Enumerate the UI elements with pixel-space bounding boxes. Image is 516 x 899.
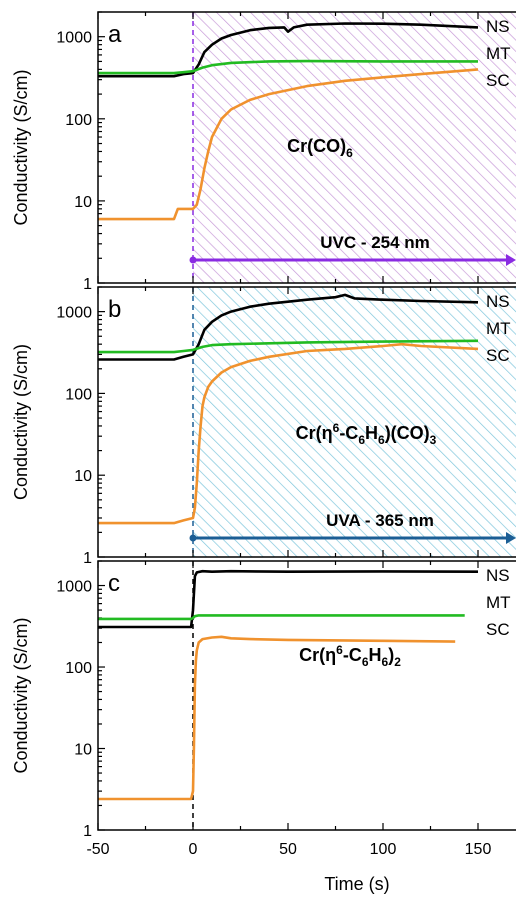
arrow-head <box>506 532 516 544</box>
series-line-SC-a <box>98 68 479 221</box>
series-line-MT-b <box>98 339 479 354</box>
arrow-start-dot <box>189 534 197 542</box>
illumination-label: UVA - 365 nm <box>326 511 434 530</box>
y-tick-label: 1000 <box>56 30 92 47</box>
x-tick-label: 50 <box>279 841 297 858</box>
compound-label: Cr(CO)6 <box>287 136 353 160</box>
y-tick-label: 1 <box>83 276 92 293</box>
axes-frame-b <box>97 286 516 558</box>
series-line-NS-b <box>98 293 479 361</box>
legend-entry-MT: MT <box>486 593 511 612</box>
x-tick-label: 0 <box>189 841 198 858</box>
series-line-MT-c <box>98 614 465 621</box>
legend-entry-SC: SC <box>486 620 510 639</box>
y-axis-title: Conductivity (S/cm) <box>11 617 31 773</box>
x-tick-label: 100 <box>370 841 397 858</box>
legend-entry-NS: NS <box>486 17 510 36</box>
arrow-start-dot <box>189 256 197 264</box>
illumination-region-b <box>193 287 516 557</box>
panel-letter: c <box>108 570 120 597</box>
legend-entry-MT: MT <box>486 319 511 338</box>
compound-label: Cr(η6-C6H6)(CO)3 <box>296 421 437 447</box>
legend-entry-NS: NS <box>486 566 510 585</box>
illumination-region-a <box>193 12 516 283</box>
axes-frame-c <box>97 560 516 831</box>
series-line-SC-c <box>98 635 456 801</box>
series-line-NS-a <box>98 22 479 78</box>
legend-entry-NS: NS <box>486 292 510 311</box>
y-tick-label: 1 <box>83 550 92 567</box>
y-tick-label: 10 <box>74 742 92 759</box>
y-tick-label: 1000 <box>56 305 92 322</box>
legend-entry-SC: SC <box>486 71 510 90</box>
panel-letter: a <box>108 21 122 48</box>
y-tick-label: 1000 <box>56 579 92 596</box>
y-axis-title: Conductivity (S/cm) <box>11 344 31 500</box>
arrow-head <box>506 254 516 266</box>
y-axis-title: Conductivity (S/cm) <box>11 69 31 225</box>
compound-label: Cr(η6-C6H6)2 <box>299 643 401 669</box>
x-tick-label: 150 <box>465 841 492 858</box>
y-tick-label: 100 <box>65 112 92 129</box>
y-tick-label: 100 <box>65 660 92 677</box>
series-line-NS-c <box>98 569 479 629</box>
series-line-SC-b <box>98 342 479 525</box>
y-tick-label: 10 <box>74 468 92 485</box>
panel-b: 1 10 100 1000 b NS MT SC Conductivity (S/cm) Cr(η… <box>11 286 516 567</box>
legend-entry-SC: SC <box>486 346 510 365</box>
illumination-label: UVC - 254 nm <box>320 233 430 252</box>
legend-entry-MT: MT <box>486 44 511 63</box>
y-tick-label: 10 <box>74 194 92 211</box>
panel-a: 1 10 100 1000 a NS MT SC Conductivity (S/cm) Cr(C… <box>11 11 516 293</box>
x-tick-label: -50 <box>86 841 109 858</box>
y-tick-label: 100 <box>65 386 92 403</box>
series-line-MT-a <box>98 59 478 75</box>
panel-letter: b <box>108 296 121 323</box>
axes-frame-a <box>97 11 516 284</box>
y-tick-label: 1 <box>83 823 92 840</box>
x-axis-title: Time (s) <box>324 874 389 894</box>
